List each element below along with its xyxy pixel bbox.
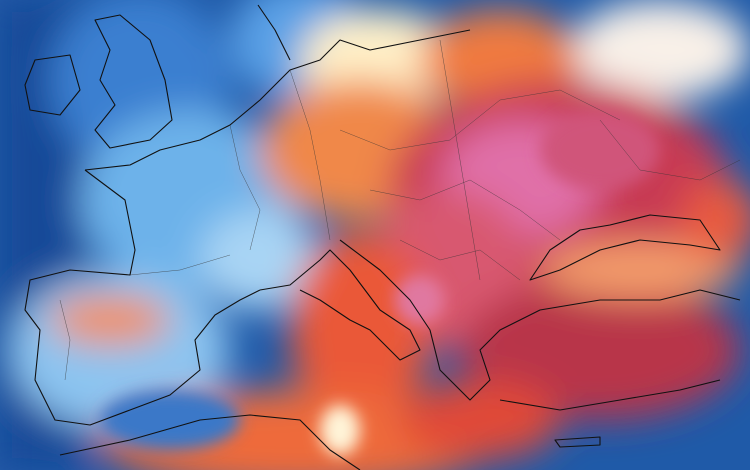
border [229, 124, 261, 251]
africa-coast [59, 414, 361, 470]
border [129, 254, 231, 276]
italy-red-orange [290, 230, 430, 430]
border [289, 69, 331, 241]
great-britain [94, 14, 173, 149]
italy-coast [259, 249, 421, 361]
north-coast [84, 29, 471, 171]
detail-pale-sea [320, 405, 360, 455]
cyprus-crete [554, 436, 601, 448]
black-sea [529, 214, 721, 281]
color-detail [100, 110, 660, 455]
detail-morocco-blue [100, 390, 240, 450]
caucasus-red [680, 180, 750, 260]
border [439, 39, 481, 281]
border [399, 239, 521, 281]
detail-pink [395, 275, 445, 325]
denmark [257, 4, 291, 61]
aegean-red [400, 380, 560, 460]
border [339, 89, 621, 151]
turkey-south-coast [499, 379, 721, 411]
coastlines [24, 4, 741, 470]
border [59, 299, 71, 381]
border [369, 179, 561, 241]
ireland [24, 54, 81, 116]
iberia-warm-patch [50, 295, 170, 345]
northeast-pale [570, 0, 750, 100]
detail-magenta [540, 110, 660, 190]
borders [59, 39, 741, 381]
border [599, 119, 741, 181]
balkans-turkey-coast [339, 239, 741, 401]
france-iberia-coast [24, 169, 261, 426]
